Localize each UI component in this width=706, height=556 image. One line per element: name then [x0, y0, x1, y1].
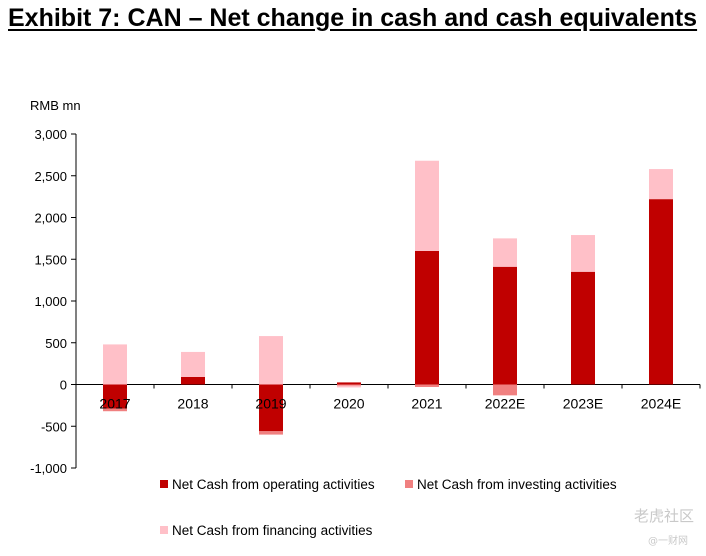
x-tick-label: 2019: [255, 396, 286, 412]
bar-2022e-operating: [493, 266, 517, 385]
y-axis-label: RMB mn: [30, 98, 81, 113]
legend-label: Net Cash from financing activities: [172, 523, 373, 538]
bar-2020-operating: [337, 382, 361, 385]
bar-2021-investing: [415, 384, 439, 388]
legend-swatch: [160, 480, 168, 488]
y-tick-label: -1,000: [30, 461, 67, 476]
y-tick-label: 1,000: [34, 294, 67, 309]
bar-2022e-financing: [493, 238, 517, 267]
bar-2018-financing: [181, 351, 205, 377]
chart-legend: Net Cash from operating activities Net Ca…: [160, 477, 617, 538]
x-tick-label: 2024E: [641, 396, 681, 412]
bar-2023e-financing: [571, 235, 595, 272]
chart-title: Exhibit 7: CAN – Net change in cash and …: [8, 4, 698, 32]
bar-2021-operating: [415, 250, 439, 385]
legend-label: Net Cash from operating activities: [172, 477, 375, 492]
x-tick-label: 2018: [177, 396, 208, 412]
bar-2017-operating: [103, 384, 127, 409]
watermark-subtext: @一财网: [648, 536, 688, 547]
x-tick-label: 2021: [411, 396, 442, 412]
y-tick-label: 1,500: [34, 252, 67, 267]
bar-2019-investing: [259, 431, 283, 435]
bar-2019-operating: [259, 384, 283, 432]
legend-swatch: [405, 480, 413, 488]
y-tick-label: 2,000: [34, 211, 67, 226]
x-tick-label: 2017: [99, 396, 130, 412]
bar-2020-investing: [337, 384, 361, 386]
chart-axes: RMB mn -1,000 -500 0 500 1,000 1,500 2,000 2,500…: [30, 98, 701, 476]
bar-2024e-operating: [649, 199, 673, 385]
x-tick-label: 2020: [333, 396, 364, 412]
bar-2019-financing: [259, 336, 283, 385]
bar-2017-financing: [103, 344, 127, 385]
bar-2018-operating: [181, 376, 205, 385]
chart-bars: [103, 160, 673, 435]
y-tick-label: 0: [60, 378, 67, 393]
x-tick-label: 2023E: [563, 396, 603, 412]
bar-2020-financing: [337, 385, 361, 388]
x-tick-label: 2022E: [485, 396, 525, 412]
watermark-text: 老虎社区: [633, 507, 694, 525]
x-axis-labels: 2017 2018 2019 2020 2021 2022E 2023E 2024E: [99, 396, 681, 412]
y-tick-label: -500: [41, 419, 67, 434]
y-tick-label: 3,000: [34, 127, 67, 142]
bar-2021-financing: [415, 160, 439, 251]
bar-2024e-financing: [649, 169, 673, 200]
y-tick-label: 2,500: [34, 169, 67, 184]
y-tick-label: 500: [45, 336, 67, 351]
legend-swatch: [160, 526, 168, 534]
bar-2022e-investing: [493, 384, 517, 396]
legend-label: Net Cash from investing activities: [417, 477, 617, 492]
bar-2023e-operating: [571, 271, 595, 385]
bar-2017-investing: [103, 408, 127, 412]
